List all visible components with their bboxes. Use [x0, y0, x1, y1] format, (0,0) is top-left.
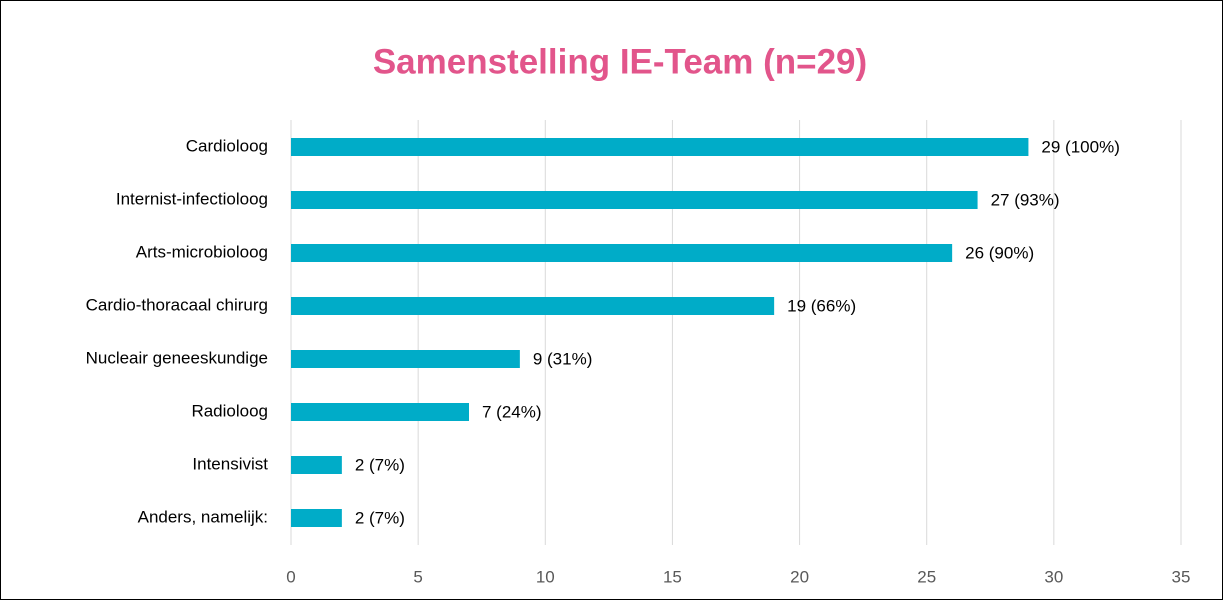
- data-label: 9 (31%): [533, 349, 593, 368]
- x-tick-label: 10: [536, 567, 555, 586]
- bar: [291, 509, 342, 527]
- x-tick-label: 25: [917, 567, 936, 586]
- y-tick-label: Arts-microbioloog: [136, 242, 268, 261]
- y-tick-label: Internist-infectioloog: [116, 189, 268, 208]
- data-label: 2 (7%): [355, 508, 405, 527]
- x-tick-label: 15: [663, 567, 682, 586]
- y-tick-label: Cardio-thoracaal chirurg: [86, 295, 268, 314]
- y-tick-label: Intensivist: [192, 454, 268, 473]
- x-tick-label: 30: [1044, 567, 1063, 586]
- y-tick-label: Radioloog: [191, 401, 268, 420]
- bar: [291, 297, 775, 315]
- bar: [291, 456, 342, 474]
- x-tick-label: 5: [413, 567, 422, 586]
- bar: [291, 403, 469, 421]
- data-label: 2 (7%): [355, 455, 405, 474]
- y-tick-label: Nucleair geneeskundige: [86, 348, 268, 367]
- x-tick-label: 20: [790, 567, 809, 586]
- data-label: 26 (90%): [965, 243, 1034, 262]
- bar: [291, 191, 978, 209]
- data-label: 29 (100%): [1041, 137, 1119, 156]
- data-label: 27 (93%): [991, 190, 1060, 209]
- x-tick-label: 35: [1172, 567, 1191, 586]
- bar: [291, 244, 953, 262]
- x-tick-label: 0: [286, 567, 295, 586]
- y-tick-label: Cardioloog: [186, 136, 268, 155]
- data-label: 19 (66%): [787, 296, 856, 315]
- bar: [291, 350, 520, 368]
- chart-title: Samenstelling IE-Team (n=29): [373, 42, 867, 81]
- data-label: 7 (24%): [482, 402, 542, 421]
- y-tick-label: Anders, namelijk:: [138, 507, 268, 526]
- bar: [291, 138, 1029, 156]
